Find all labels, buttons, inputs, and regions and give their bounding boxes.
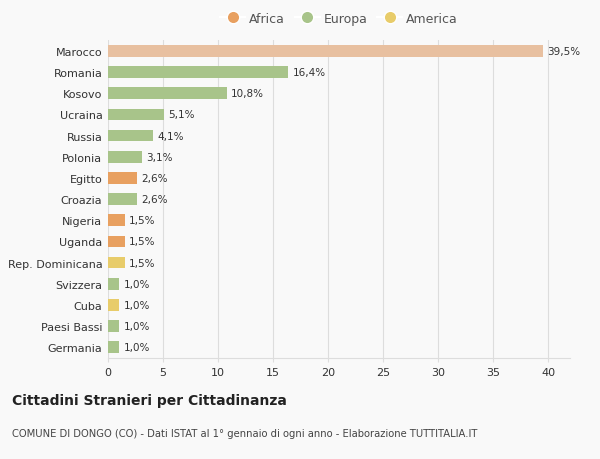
Bar [108,46,542,58]
Text: 1,0%: 1,0% [124,279,150,289]
Text: 16,4%: 16,4% [293,68,326,78]
Text: 4,1%: 4,1% [157,131,184,141]
Text: 1,5%: 1,5% [129,258,155,268]
Text: 1,5%: 1,5% [129,237,155,247]
Legend: Africa, Europa, America: Africa, Europa, America [220,13,458,26]
Text: Cittadini Stranieri per Cittadinanza: Cittadini Stranieri per Cittadinanza [12,393,287,407]
Bar [108,130,153,142]
Bar [108,67,289,79]
Text: 10,8%: 10,8% [231,89,264,99]
Bar [108,320,119,332]
Bar [108,173,137,185]
Text: 1,0%: 1,0% [124,300,150,310]
Bar [108,88,227,100]
Bar [108,257,125,269]
Bar [108,278,119,290]
Text: 1,0%: 1,0% [124,342,150,353]
Text: 1,0%: 1,0% [124,321,150,331]
Text: 1,5%: 1,5% [129,216,155,226]
Bar [108,299,119,311]
Text: COMUNE DI DONGO (CO) - Dati ISTAT al 1° gennaio di ogni anno - Elaborazione TUTT: COMUNE DI DONGO (CO) - Dati ISTAT al 1° … [12,428,478,438]
Text: 39,5%: 39,5% [547,47,580,57]
Bar [108,194,137,206]
Text: 3,1%: 3,1% [146,152,173,162]
Text: 2,6%: 2,6% [141,174,167,184]
Bar [108,151,142,163]
Text: 2,6%: 2,6% [141,195,167,205]
Bar [108,236,125,248]
Text: 5,1%: 5,1% [169,110,195,120]
Bar [108,109,164,121]
Bar [108,215,125,227]
Bar [108,341,119,353]
